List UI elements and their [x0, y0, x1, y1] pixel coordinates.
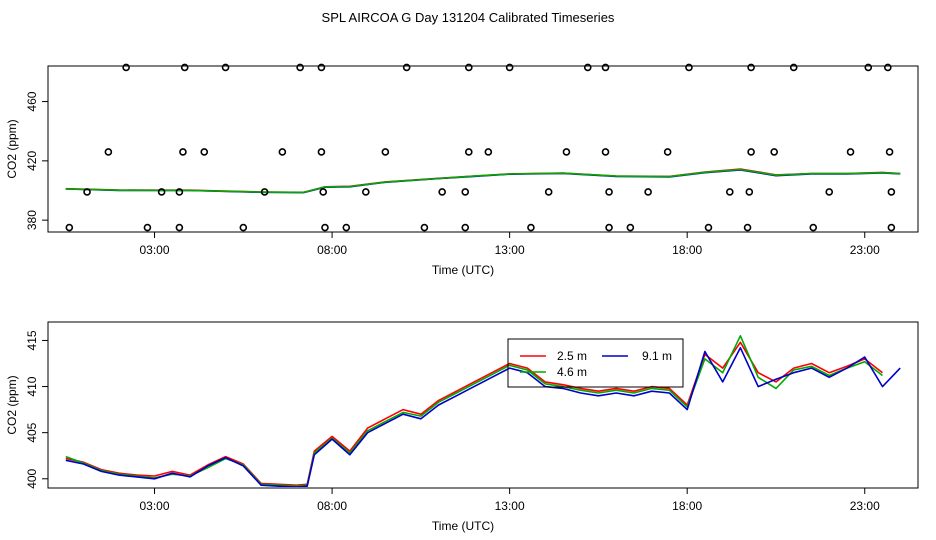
- calibration-point: [260, 188, 269, 196]
- y-tick-label: 415: [25, 330, 39, 350]
- series-line-4-6-m: [65, 334, 883, 487]
- calibration-point: [562, 148, 571, 156]
- x-tick-label: 23:00: [850, 499, 880, 513]
- calibration-point: [317, 63, 326, 72]
- calibration-point: [747, 148, 755, 156]
- x-tick-label: 13:00: [495, 499, 525, 513]
- x-axis-title: Time (UTC): [432, 263, 494, 277]
- legend: 2.5 m 9.1 m 4.6 m: [507, 338, 684, 388]
- calibration-point: [770, 148, 778, 156]
- calibration-point: [601, 148, 610, 156]
- calibration-point: [605, 223, 613, 232]
- calibration-point: [685, 63, 693, 72]
- legend-box: [507, 338, 684, 388]
- calibration-point: [342, 223, 351, 232]
- calibration-point: [601, 63, 610, 72]
- x-tick-label: 13:00: [495, 243, 525, 257]
- calibration-point: [885, 148, 894, 156]
- calibration-point: [104, 148, 113, 156]
- y-tick-label: 405: [25, 422, 39, 442]
- calibration-point: [583, 63, 592, 72]
- calibration-point: [745, 188, 754, 196]
- calibration-point: [544, 188, 553, 196]
- calibration-point: [864, 63, 873, 72]
- series-line-4-6-m: [65, 168, 901, 194]
- calibration-point: [122, 63, 130, 72]
- legend-label-2-5-m: 2.5 m: [557, 349, 587, 363]
- calibration-point: [461, 188, 470, 196]
- calibration-point: [644, 188, 652, 196]
- y-tick-label: 460: [25, 91, 39, 111]
- calibration-point: [362, 188, 370, 196]
- series-line-2-5-m: [65, 341, 883, 487]
- calibration-point: [484, 148, 493, 156]
- x-tick-label: 08:00: [317, 499, 347, 513]
- calibration-point: [180, 63, 189, 72]
- calibration-point: [887, 223, 896, 232]
- y-tick-label: 420: [25, 151, 39, 171]
- y-tick-label: 380: [25, 210, 39, 230]
- legend-label-4-6-m: 4.6 m: [557, 365, 587, 379]
- calibration-point: [321, 223, 329, 232]
- x-tick-label: 03:00: [140, 499, 170, 513]
- calibration-point: [505, 63, 514, 72]
- calibration-point: [175, 223, 184, 232]
- calibration-point: [381, 148, 390, 156]
- x-tick-label: 18:00: [672, 243, 702, 257]
- calibration-point: [221, 63, 230, 72]
- calibration-point: [319, 188, 328, 196]
- calibration-point: [239, 223, 248, 232]
- calibration-point: [175, 188, 184, 196]
- y-tick-label: 400: [25, 468, 39, 488]
- calibration-point: [704, 223, 713, 232]
- calibration-point: [461, 223, 470, 232]
- calibration-point: [809, 223, 818, 232]
- calibration-point: [789, 63, 798, 72]
- calibration-point: [663, 148, 672, 156]
- calibration-point: [83, 188, 91, 196]
- x-tick-label: 18:00: [672, 499, 702, 513]
- calibration-point: [143, 223, 152, 232]
- plot-frame: [47, 65, 919, 233]
- calibration-point: [605, 188, 613, 196]
- calibration-point: [420, 223, 429, 232]
- calibration-point: [887, 188, 896, 196]
- calibration-point: [846, 148, 855, 156]
- legend-label-9-1-m: 9.1 m: [642, 349, 672, 363]
- calibration-point: [200, 148, 209, 156]
- y-tick-label: 410: [25, 376, 39, 396]
- x-axis-title: Time (UTC): [432, 519, 494, 533]
- series-line-9-1-m: [65, 169, 901, 194]
- calibration-point: [743, 223, 752, 232]
- calibration-point: [527, 223, 535, 232]
- calibration-point: [464, 148, 473, 156]
- calibration-point: [825, 188, 834, 196]
- calibration-point: [884, 63, 892, 72]
- calibration-point: [296, 63, 304, 72]
- calibration-point: [402, 63, 411, 72]
- calibration-point: [65, 223, 74, 232]
- calibration-point: [626, 223, 635, 232]
- top-panel: 03:00 08:00 13:00 18:00 23:00 380 420 460 Time (…: [5, 63, 919, 277]
- x-tick-label: 03:00: [140, 243, 170, 257]
- calibration-point: [725, 188, 734, 196]
- calibration-point: [464, 63, 473, 72]
- x-tick-label: 08:00: [317, 243, 347, 257]
- series-line-9-1-m: [65, 346, 901, 487]
- bottom-panel: 03:00 08:00 13:00 18:00 23:00 400 405 410 415 Tim…: [5, 321, 919, 533]
- calibration-point: [157, 188, 166, 196]
- figure-title: SPL AIRCOA G Day 131204 Calibrated Times…: [322, 10, 615, 25]
- calibration-point: [438, 188, 446, 196]
- calibration-point: [278, 148, 287, 156]
- calibration-point: [179, 148, 187, 156]
- calibration-point: [317, 148, 326, 156]
- calibration-point: [747, 63, 755, 72]
- y-axis-title: CO2 (ppm): [5, 119, 19, 178]
- series-line-2-5-m: [65, 168, 901, 194]
- x-tick-label: 23:00: [850, 243, 880, 257]
- plot-frame: [47, 321, 919, 489]
- y-axis-title: CO2 (ppm): [5, 375, 19, 434]
